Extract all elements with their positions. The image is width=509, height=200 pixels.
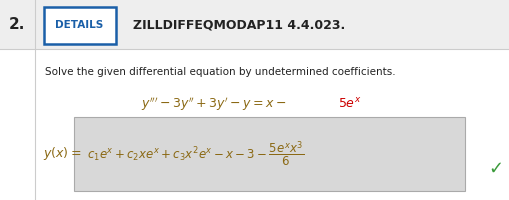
Text: 2.: 2. bbox=[9, 17, 25, 32]
Bar bbox=[0, 0, 509, 49]
Text: DETAILS: DETAILS bbox=[55, 21, 104, 30]
Text: Solve the given differential equation by undetermined coefficients.: Solve the given differential equation by… bbox=[45, 67, 395, 77]
Text: $5e^x$: $5e^x$ bbox=[338, 97, 362, 111]
FancyBboxPatch shape bbox=[44, 7, 116, 44]
Text: ZILLDIFFEQMODAP11 4.4.023.: ZILLDIFFEQMODAP11 4.4.023. bbox=[133, 18, 345, 31]
Text: ✓: ✓ bbox=[489, 159, 503, 177]
Text: $y(x) =$: $y(x) =$ bbox=[43, 146, 81, 162]
FancyBboxPatch shape bbox=[74, 117, 465, 191]
Text: $c_1 e^x + c_2 x e^x + c_3 x^2 e^x - x - 3 - \dfrac{5e^x x^3}{6}$: $c_1 e^x + c_2 x e^x + c_3 x^2 e^x - x -… bbox=[87, 139, 304, 169]
Text: $y''' - 3y'' + 3y' - y = x - $: $y''' - 3y'' + 3y' - y = x - $ bbox=[141, 95, 287, 113]
